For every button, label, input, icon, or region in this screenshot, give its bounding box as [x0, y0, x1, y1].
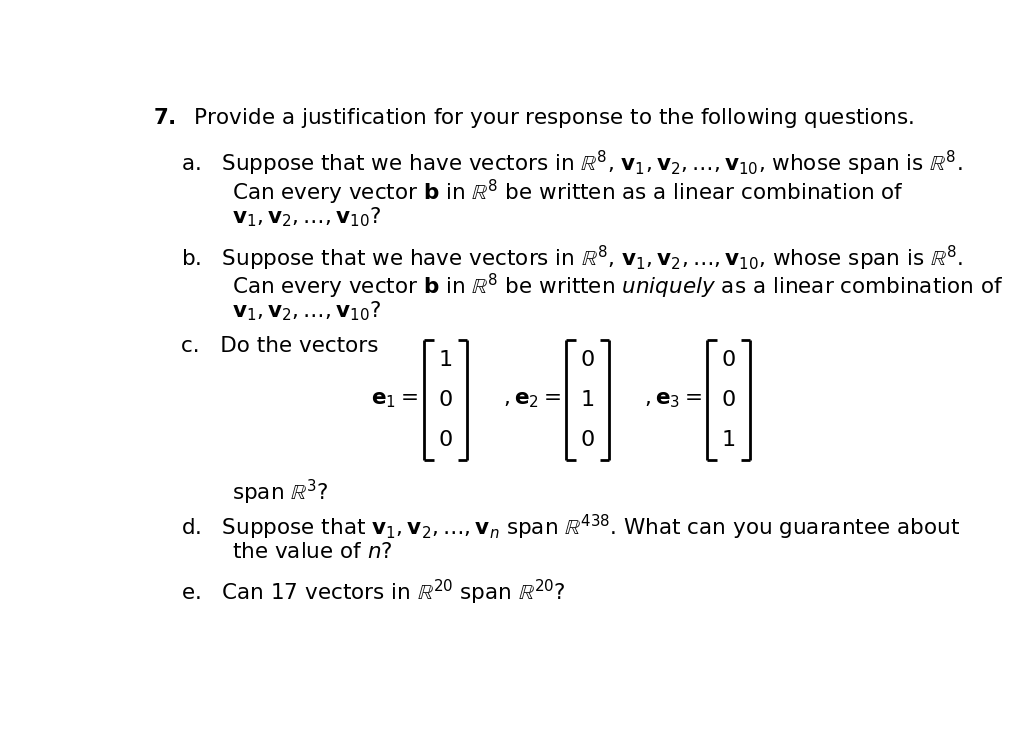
Text: 1: 1: [438, 350, 453, 370]
Text: 0: 0: [438, 430, 453, 450]
Text: the value of $n$?: the value of $n$?: [232, 542, 393, 562]
Text: Can every vector $\mathbf{b}$ in $\mathbb{R}^8$ be written $\it{uniquely}$ as a : Can every vector $\mathbf{b}$ in $\mathb…: [232, 272, 1003, 301]
Text: 0: 0: [722, 390, 736, 410]
Text: a.   Suppose that we have vectors in $\mathbb{R}^8$, $\mathbf{v}_1, \mathbf{v}_2: a. Suppose that we have vectors in $\mat…: [181, 149, 963, 178]
Text: 0: 0: [580, 430, 595, 450]
Text: $\mathbf{e}_1 = $: $\mathbf{e}_1 = $: [371, 390, 418, 410]
Text: e.   Can 17 vectors in $\mathbb{R}^{20}$ span $\mathbb{R}^{20}$?: e. Can 17 vectors in $\mathbb{R}^{20}$ s…: [181, 577, 567, 607]
Text: span $\mathbb{R}^3$?: span $\mathbb{R}^3$?: [232, 478, 329, 507]
Text: $, \mathbf{e}_2 = $: $, \mathbf{e}_2 = $: [504, 390, 561, 410]
Text: c.   Do the vectors: c. Do the vectors: [181, 336, 378, 356]
Text: 0: 0: [438, 390, 453, 410]
Text: 0: 0: [580, 350, 595, 370]
Text: $\mathbf{v}_1, \mathbf{v}_2, \ldots, \mathbf{v}_{10}$?: $\mathbf{v}_1, \mathbf{v}_2, \ldots, \ma…: [232, 299, 382, 323]
Text: $\mathbf{7.}$  Provide a justification for your response to the following questi: $\mathbf{7.}$ Provide a justification fo…: [153, 106, 914, 130]
Text: 0: 0: [722, 350, 736, 370]
Text: $\mathbf{v}_1, \mathbf{v}_2, \ldots, \mathbf{v}_{10}$?: $\mathbf{v}_1, \mathbf{v}_2, \ldots, \ma…: [232, 205, 382, 229]
Text: 1: 1: [722, 430, 736, 450]
Text: b.   Suppose that we have vectors in $\mathbb{R}^8$, $\mathbf{v}_1, \mathbf{v}_2: b. Suppose that we have vectors in $\mat…: [181, 243, 964, 272]
Text: Can every vector $\mathbf{b}$ in $\mathbb{R}^8$ be written as a linear combinati: Can every vector $\mathbf{b}$ in $\mathb…: [232, 177, 904, 207]
Text: 1: 1: [580, 390, 595, 410]
Text: d.   Suppose that $\mathbf{v}_1, \mathbf{v}_2, \ldots, \mathbf{v}_n$ span $\math: d. Suppose that $\mathbf{v}_1, \mathbf{v…: [181, 513, 961, 542]
Text: $, \mathbf{e}_3 = $: $, \mathbf{e}_3 = $: [644, 390, 702, 410]
